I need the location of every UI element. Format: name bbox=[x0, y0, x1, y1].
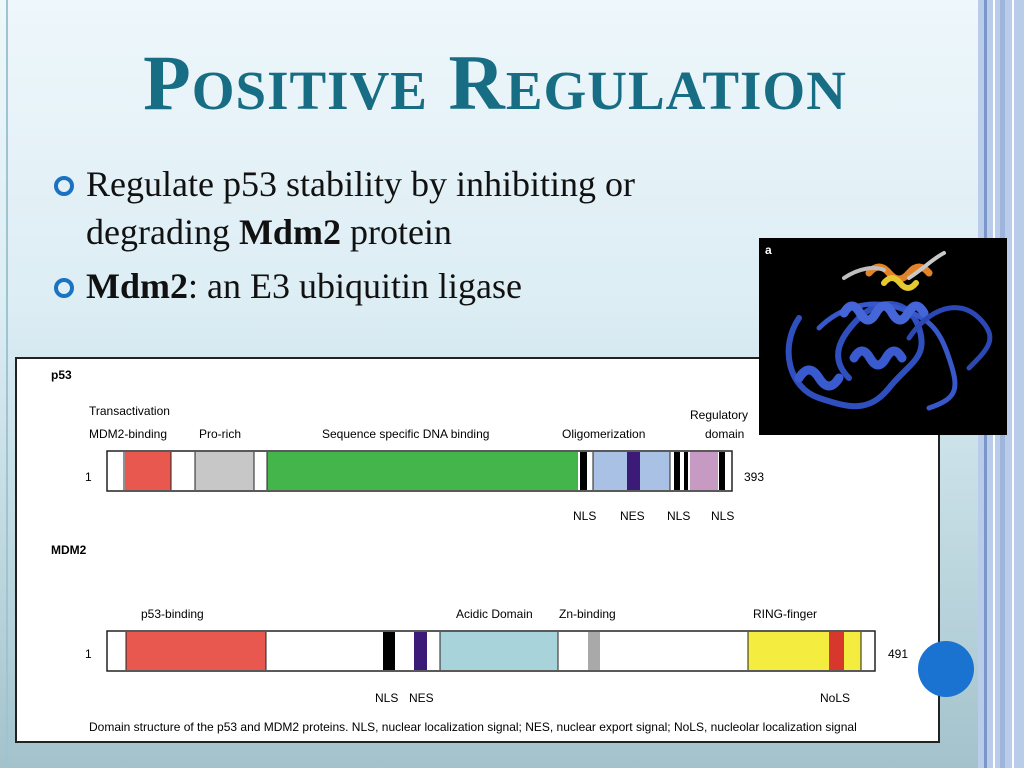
bullet-icon bbox=[54, 176, 74, 196]
p53-start-label: 1 bbox=[85, 470, 92, 484]
decorative-circle bbox=[918, 641, 974, 697]
acidic-domain-label: Acidic Domain bbox=[456, 607, 533, 621]
p53-dna-binding-domain bbox=[267, 452, 578, 490]
p53-nes-label: NES bbox=[620, 509, 645, 523]
mdm2-nls-label: NLS bbox=[375, 691, 398, 705]
p53-nes-mark bbox=[627, 452, 640, 490]
panel-label: a bbox=[765, 243, 772, 257]
oligomerization-label: Oligomerization bbox=[562, 427, 645, 441]
mdm2-p53-binding-domain bbox=[126, 632, 266, 670]
p53-nls-3-mark bbox=[719, 452, 725, 490]
mdm2-acidic-domain bbox=[440, 632, 558, 670]
left-rail bbox=[6, 0, 8, 768]
mdm2-zn-binding-domain bbox=[588, 632, 600, 670]
pro-rich-label: Pro-rich bbox=[199, 427, 241, 441]
mdm2-end-label: 491 bbox=[888, 647, 908, 661]
p53-nls-label: NLS bbox=[573, 509, 596, 523]
figure-caption: Domain structure of the p53 and MDM2 pro… bbox=[89, 720, 857, 734]
bullet-bold-text: Mdm2 bbox=[86, 266, 188, 306]
mdm2-nols-label: NoLS bbox=[820, 691, 850, 705]
mdm2-nols-mark bbox=[829, 632, 844, 670]
bullet-list: Regulate p53 stability by inhibiting or … bbox=[52, 160, 772, 316]
p53-mdm2-binding-domain bbox=[125, 452, 171, 490]
mdm2-protein-label: MDM2 bbox=[51, 543, 87, 557]
ring-finger-label: RING-finger bbox=[753, 607, 817, 621]
slide-title: Positive Regulation bbox=[143, 39, 847, 126]
mdm2-binding-label: MDM2-binding bbox=[89, 427, 167, 441]
p53-regulatory-domain bbox=[690, 452, 718, 490]
bullet-bold-text: Mdm2 bbox=[238, 212, 341, 252]
right-rail-5 bbox=[1012, 0, 1014, 768]
p53-nls-1-mark bbox=[580, 452, 587, 490]
bullet-item: Mdm2: an E3 ubiquitin ligase bbox=[52, 262, 772, 310]
p53-protein-label: p53 bbox=[51, 368, 72, 382]
mdm2-protein-structure-image: a bbox=[759, 238, 1007, 435]
p53-pro-rich-domain bbox=[195, 452, 254, 490]
p53-nls-label: NLS bbox=[667, 509, 690, 523]
transactivation-label: Transactivation bbox=[89, 404, 170, 418]
bullet-item: Regulate p53 stability by inhibiting or … bbox=[52, 160, 772, 256]
regulatory-domain-label: domain bbox=[705, 427, 744, 441]
p53-binding-label: p53-binding bbox=[141, 607, 204, 621]
dna-binding-label: Sequence specific DNA binding bbox=[322, 427, 489, 441]
protein-ribbon bbox=[785, 251, 993, 411]
mdm2-nes-label: NES bbox=[409, 691, 434, 705]
protein-ribbon-svg: a bbox=[765, 243, 993, 411]
domain-structure-svg: p53 Transactivation MDM2-binding Pro-ric… bbox=[51, 368, 908, 734]
p53-nls-2b-mark bbox=[684, 452, 688, 490]
mdm2-start-label: 1 bbox=[85, 647, 92, 661]
mdm2-ring-finger-domain bbox=[748, 632, 861, 670]
bullet-text: : an E3 ubiquitin ligase bbox=[188, 266, 522, 306]
mdm2-nls-mark bbox=[383, 632, 395, 670]
bullet-text: Regulate p53 stability by inhibiting or … bbox=[86, 164, 635, 252]
bullet-icon bbox=[54, 278, 74, 298]
bullet-text: protein bbox=[340, 212, 452, 252]
mdm2-nes-mark bbox=[414, 632, 427, 670]
zn-binding-label: Zn-binding bbox=[559, 607, 616, 621]
p53-nls-2-mark bbox=[674, 452, 680, 490]
regulatory-label: Regulatory bbox=[690, 408, 748, 422]
p53-nls-label: NLS bbox=[711, 509, 734, 523]
p53-end-label: 393 bbox=[744, 470, 764, 484]
